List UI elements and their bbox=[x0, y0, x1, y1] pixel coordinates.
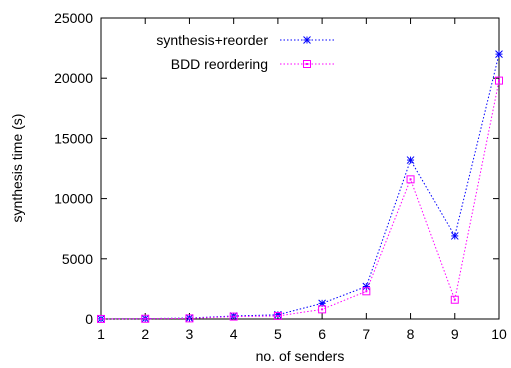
series-line bbox=[100, 54, 500, 320]
y-axis-label: synthesis time (s) bbox=[9, 114, 25, 223]
data-point bbox=[362, 287, 371, 296]
data-point bbox=[495, 76, 503, 85]
x-tick-label: 1 bbox=[97, 326, 105, 342]
legend: synthesis+reorder BDD reordering bbox=[156, 32, 334, 72]
data-point bbox=[185, 314, 194, 323]
y-tick-label: 0 bbox=[85, 311, 93, 327]
y-tick-label: 25000 bbox=[54, 10, 93, 26]
y-tick-label: 10000 bbox=[54, 191, 93, 207]
x-tick-label: 2 bbox=[141, 326, 149, 342]
data-point bbox=[141, 314, 150, 323]
x-tick-label: 3 bbox=[186, 326, 194, 342]
series-layer bbox=[97, 50, 503, 323]
x-tick-label: 7 bbox=[362, 326, 370, 342]
legend-swatch-marker bbox=[303, 36, 311, 44]
legend-swatch-marker bbox=[303, 60, 311, 68]
y-tick-label: 20000 bbox=[54, 70, 93, 86]
x-tick-label: 9 bbox=[451, 326, 459, 342]
y-tick-label: 15000 bbox=[54, 130, 93, 146]
series-1 bbox=[97, 50, 503, 323]
data-point bbox=[318, 305, 327, 314]
data-point bbox=[406, 156, 415, 164]
data-point bbox=[229, 312, 238, 321]
data-point bbox=[97, 314, 105, 323]
data-point bbox=[495, 50, 503, 58]
data-point bbox=[450, 232, 459, 240]
legend-label: synthesis+reorder bbox=[156, 32, 268, 48]
plot-frame bbox=[100, 17, 500, 320]
tick-labels: 1 2 3 4 5 6 7 8 9 10 0 5000 10000 15000 20000 25000 bbox=[54, 10, 507, 342]
axis-ticks bbox=[100, 17, 500, 320]
data-point bbox=[450, 295, 459, 304]
data-point bbox=[406, 175, 415, 184]
x-tick-label: 4 bbox=[230, 326, 238, 342]
legend-label: BDD reordering bbox=[171, 56, 268, 72]
series-2 bbox=[97, 76, 503, 323]
x-tick-label: 10 bbox=[491, 326, 507, 342]
series-line bbox=[100, 80, 500, 320]
x-tick-label: 5 bbox=[274, 326, 282, 342]
x-tick-label: 6 bbox=[318, 326, 326, 342]
y-tick-label: 5000 bbox=[62, 251, 93, 267]
x-tick-label: 8 bbox=[407, 326, 415, 342]
data-point bbox=[273, 311, 282, 320]
x-axis-label: no. of senders bbox=[256, 348, 345, 364]
